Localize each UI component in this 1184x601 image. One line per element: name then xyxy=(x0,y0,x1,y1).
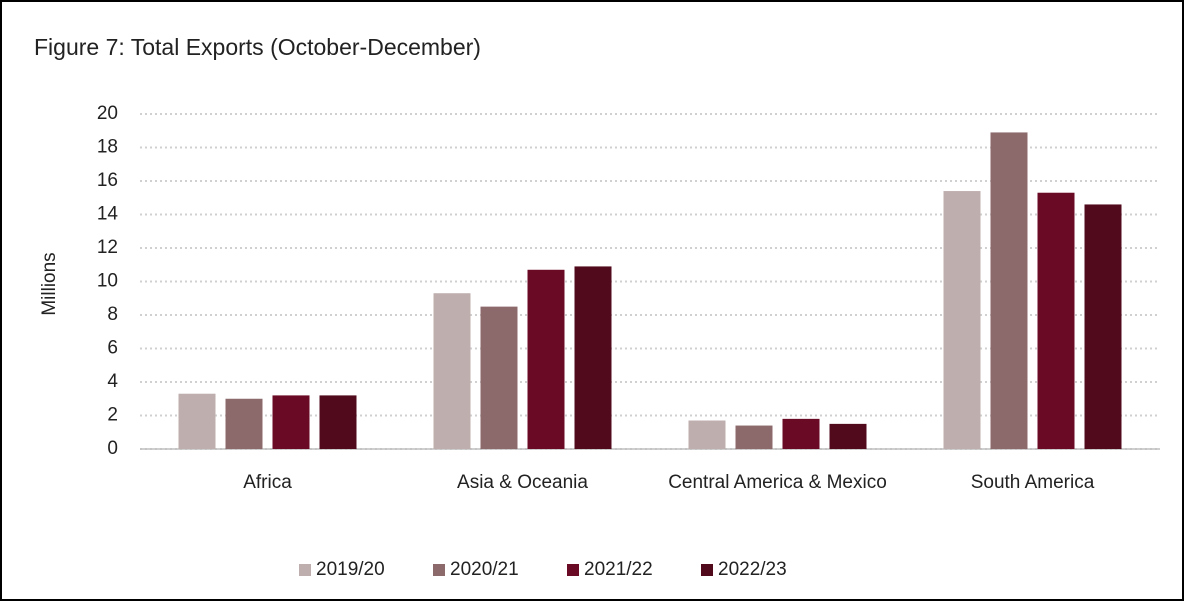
y-tick-label: 0 xyxy=(107,438,118,459)
bar xyxy=(1037,192,1075,449)
y-tick-label: 10 xyxy=(97,271,118,292)
y-axis-label: Millions xyxy=(39,252,60,315)
legend-label: 2019/20 xyxy=(316,559,385,580)
legend-label: 2021/22 xyxy=(584,559,653,580)
x-tick-label: Africa xyxy=(243,472,292,493)
legend-swatch xyxy=(433,564,445,576)
y-tick-label: 16 xyxy=(97,170,118,191)
bar xyxy=(433,293,471,449)
bar xyxy=(225,398,263,449)
legend-label: 2022/23 xyxy=(718,559,787,580)
bar xyxy=(829,423,867,449)
legend-label: 2020/21 xyxy=(450,559,519,580)
y-tick-label: 14 xyxy=(97,204,119,225)
bar xyxy=(527,269,565,449)
bar xyxy=(782,418,820,449)
legend-swatch xyxy=(701,564,713,576)
legend-swatch xyxy=(299,564,311,576)
bar xyxy=(574,266,612,449)
bar xyxy=(735,425,773,449)
chart-title: Figure 7: Total Exports (October-Decembe… xyxy=(34,34,481,60)
x-tick-label: South America xyxy=(970,472,1095,493)
y-tick-label: 6 xyxy=(107,338,118,359)
bar xyxy=(688,420,726,449)
x-tick-label: Asia & Oceania xyxy=(457,472,588,493)
x-tick-label: Central America & Mexico xyxy=(668,472,887,493)
legend-swatch xyxy=(567,564,579,576)
bar xyxy=(943,191,981,450)
y-tick-label: 18 xyxy=(97,137,118,158)
bar xyxy=(178,393,216,449)
bar xyxy=(1084,204,1122,449)
y-tick-label: 20 xyxy=(97,103,118,124)
y-tick-label: 12 xyxy=(97,237,118,258)
bar xyxy=(480,306,518,449)
y-tick-label: 4 xyxy=(107,371,118,392)
y-tick-label: 2 xyxy=(107,405,118,426)
bar xyxy=(990,132,1028,450)
bar xyxy=(272,395,310,449)
y-tick-label: 8 xyxy=(107,304,118,325)
bar xyxy=(319,395,357,449)
